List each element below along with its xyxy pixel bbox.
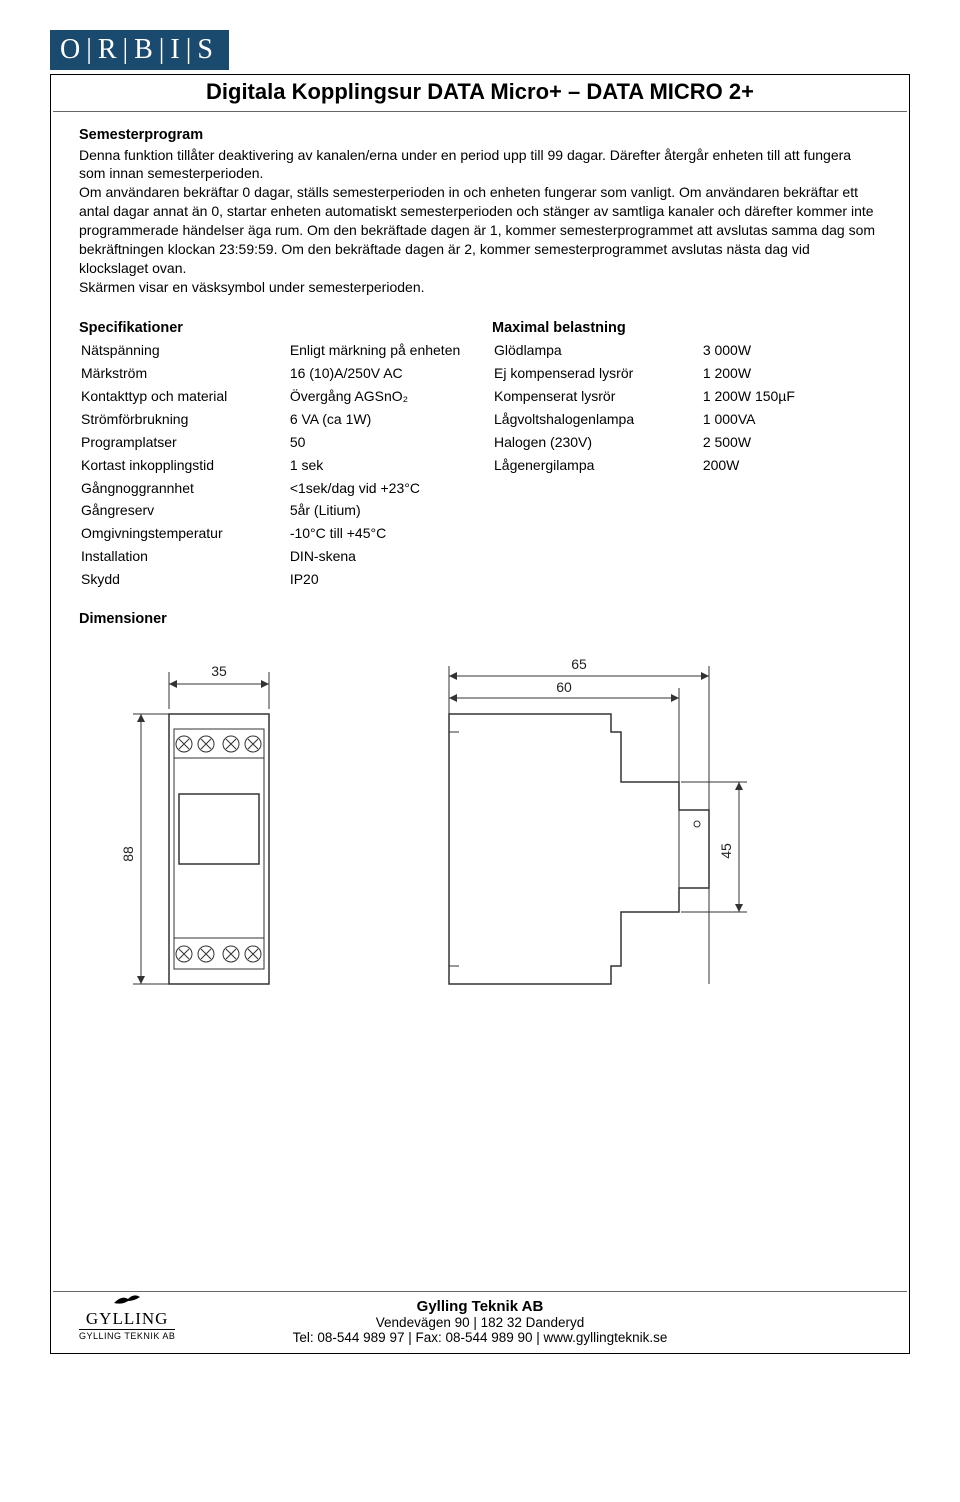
spec-grid: Specifikationer NätspänningEnligt märkni…	[79, 315, 881, 592]
table-row: Märkström16 (10)A/250V AC	[81, 363, 466, 384]
maxload-table: Glödlampa3 000WEj kompenserad lysrör1 20…	[492, 338, 881, 477]
spec-value: DIN-skena	[290, 546, 466, 567]
spec-label: Nätspänning	[81, 340, 288, 361]
spec-value: Övergång AGSnO₂	[290, 386, 466, 407]
table-row: Kontakttyp och materialÖvergång AGSnO₂	[81, 386, 466, 407]
table-row: Kompenserat lysrör1 200W 150µF	[494, 386, 879, 407]
spec-label: Programplatser	[81, 432, 288, 453]
side-view-drawing: 65 60	[399, 654, 779, 1034]
table-row: Programplatser50	[81, 432, 466, 453]
spec-value: 1 200W	[703, 363, 879, 384]
spec-value: IP20	[290, 569, 466, 590]
spec-label: Skydd	[81, 569, 288, 590]
dim-clip-45: 45	[718, 843, 734, 859]
maxload-column: Maximal belastning Glödlampa3 000WEj kom…	[492, 315, 881, 592]
footer-address: Vendevägen 90 | 182 32 Danderyd	[51, 1315, 909, 1330]
spec-value: Enligt märkning på enheten	[290, 340, 466, 361]
spec-label: Lågenergilampa	[494, 455, 701, 476]
semester-heading: Semesterprogram	[79, 126, 881, 146]
maxload-heading: Maximal belastning	[492, 319, 881, 339]
table-row: SkyddIP20	[81, 569, 466, 590]
specs-column: Specifikationer NätspänningEnligt märkni…	[79, 315, 468, 592]
spec-value: 1 000VA	[703, 409, 879, 430]
dim-width-35: 35	[211, 663, 227, 679]
table-row: Glödlampa3 000W	[494, 340, 879, 361]
table-row: Halogen (230V)2 500W	[494, 432, 879, 453]
front-view-drawing: 35 88	[119, 654, 319, 1034]
spec-value: 6 VA (ca 1W)	[290, 409, 466, 430]
table-row: Gångnoggrannhet<1sek/dag vid +23°C	[81, 478, 466, 499]
spec-label: Glödlampa	[494, 340, 701, 361]
spec-value: 2 500W	[703, 432, 879, 453]
spec-value: -10°C till +45°C	[290, 523, 466, 544]
page-frame: Digitala Kopplingsur DATA Micro+ – DATA …	[50, 74, 910, 1354]
table-row: InstallationDIN-skena	[81, 546, 466, 567]
spec-label: Omgivningstemperatur	[81, 523, 288, 544]
table-row: Kortast inkopplingstid1 sek	[81, 455, 466, 476]
footer-contact: Tel: 08-544 989 97 | Fax: 08-544 989 90 …	[51, 1330, 909, 1345]
spec-value: 1 sek	[290, 455, 466, 476]
page-title: Digitala Kopplingsur DATA Micro+ – DATA …	[53, 75, 907, 112]
spec-value: 1 200W 150µF	[703, 386, 879, 407]
page-footer: Gylling Teknik AB Vendevägen 90 | 182 32…	[51, 1291, 909, 1345]
spec-label: Gångreserv	[81, 500, 288, 521]
spec-value: 200W	[703, 455, 879, 476]
dimension-drawings: 35 88	[119, 654, 881, 1034]
spec-label: Kompenserat lysrör	[494, 386, 701, 407]
table-row: Lågenergilampa200W	[494, 455, 879, 476]
table-row: Strömförbrukning6 VA (ca 1W)	[81, 409, 466, 430]
table-row: Omgivningstemperatur-10°C till +45°C	[81, 523, 466, 544]
dimensions-heading: Dimensioner	[79, 610, 881, 630]
spec-label: Kontakttyp och material	[81, 386, 288, 407]
semester-body: Denna funktion tillåter deaktivering av …	[79, 146, 881, 297]
footer-company: Gylling Teknik AB	[51, 1298, 909, 1315]
content-body: Semesterprogram Denna funktion tillåter …	[51, 112, 909, 1054]
spec-label: Kortast inkopplingstid	[81, 455, 288, 476]
spec-value: 5år (Litium)	[290, 500, 466, 521]
spec-value: <1sek/dag vid +23°C	[290, 478, 466, 499]
dim-depth-65: 65	[571, 656, 587, 672]
specs-table: NätspänningEnligt märkning på enhetenMär…	[79, 338, 468, 592]
spec-value: 3 000W	[703, 340, 879, 361]
spec-label: Ej kompenserad lysrör	[494, 363, 701, 384]
dim-height-88: 88	[120, 846, 136, 862]
spec-label: Gångnoggrannhet	[81, 478, 288, 499]
table-row: Lågvoltshalogenlampa1 000VA	[494, 409, 879, 430]
table-row: NätspänningEnligt märkning på enheten	[81, 340, 466, 361]
spec-label: Märkström	[81, 363, 288, 384]
spec-value: 50	[290, 432, 466, 453]
table-row: Ej kompenserad lysrör1 200W	[494, 363, 879, 384]
spec-label: Halogen (230V)	[494, 432, 701, 453]
spec-label: Strömförbrukning	[81, 409, 288, 430]
spec-value: 16 (10)A/250V AC	[290, 363, 466, 384]
table-row: Gångreserv5år (Litium)	[81, 500, 466, 521]
orbis-logo: O|R|B|I|S	[50, 30, 229, 70]
spec-label: Installation	[81, 546, 288, 567]
dim-depth-60: 60	[556, 679, 572, 695]
spec-label: Lågvoltshalogenlampa	[494, 409, 701, 430]
specs-heading: Specifikationer	[79, 319, 468, 339]
